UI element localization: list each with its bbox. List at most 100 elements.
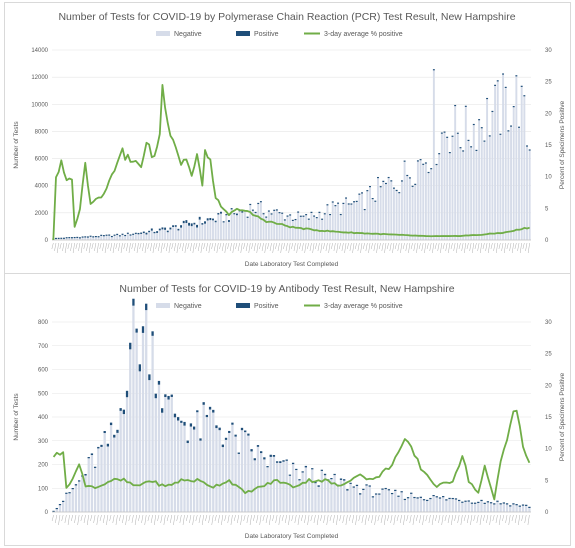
y-tick-label: 10000: [31, 102, 48, 108]
bar-positive: [218, 427, 221, 431]
bar-negative: [442, 497, 445, 512]
x-date-tick: [397, 242, 400, 252]
bar-negative: [121, 234, 124, 240]
bar-negative: [307, 219, 310, 240]
x-date-tick: [512, 242, 514, 254]
bar-negative: [182, 223, 185, 240]
bar-negative: [142, 233, 145, 240]
bar-negative: [215, 428, 218, 512]
bar-positive: [369, 186, 371, 188]
bar-positive: [270, 213, 273, 215]
bar-negative: [395, 191, 398, 240]
x-date-tick: [435, 514, 437, 522]
bar-positive: [237, 452, 240, 454]
x-date-tick: [429, 242, 432, 252]
x-date-tick: [170, 514, 172, 524]
bar-negative: [55, 239, 57, 240]
bar-negative: [249, 205, 252, 240]
bar-negative: [233, 214, 236, 240]
bar-positive: [488, 135, 491, 137]
bar-positive: [110, 235, 113, 238]
bar-negative: [224, 439, 228, 512]
bar-negative: [314, 483, 317, 512]
bar-positive: [196, 224, 198, 228]
bar-negative: [257, 204, 260, 240]
bar-positive: [494, 84, 497, 86]
x-date-tick: [176, 242, 179, 254]
bar-positive: [228, 430, 231, 433]
bar-positive: [493, 503, 496, 505]
bar-positive: [339, 478, 343, 480]
bar-negative: [318, 212, 321, 240]
bar-negative: [125, 397, 129, 512]
bar-positive: [137, 232, 140, 235]
x-date-tick: [211, 242, 214, 250]
bar-negative: [150, 230, 153, 240]
bar-negative: [349, 483, 352, 512]
bar-negative: [435, 165, 438, 240]
y-tick-label: 800: [38, 320, 49, 326]
bar-positive: [68, 492, 71, 494]
x-date-tick: [80, 242, 83, 254]
x-date-tick: [501, 242, 504, 252]
x-date-tick: [61, 514, 64, 522]
x-date-tick: [304, 242, 307, 254]
bar-positive: [320, 469, 323, 471]
x-date-tick: [496, 242, 498, 254]
bar-positive: [299, 215, 302, 217]
bar-negative: [310, 212, 313, 240]
legend-label-negative: Negative: [174, 303, 202, 310]
bar-positive: [523, 95, 526, 97]
bar-negative: [350, 204, 353, 240]
bar-negative: [390, 494, 394, 512]
bar-positive: [113, 434, 116, 438]
bar-positive: [273, 209, 276, 211]
bar-positive: [518, 505, 521, 507]
bar-positive: [215, 425, 218, 429]
x-date-tick: [345, 514, 348, 526]
bar-negative: [333, 475, 336, 512]
x-date-tick: [396, 514, 399, 522]
bar-negative: [379, 187, 382, 240]
x-date-tick: [256, 242, 259, 254]
bar-negative: [525, 505, 528, 512]
x-date-tick: [431, 514, 434, 526]
bar-negative: [103, 433, 106, 512]
bar-positive: [173, 413, 177, 418]
x-date-tick: [128, 514, 131, 522]
x-date-tick: [349, 242, 352, 252]
bar-negative: [204, 223, 206, 240]
bar-negative: [158, 230, 161, 240]
bar-negative: [403, 161, 406, 240]
x-date-tick: [464, 242, 467, 254]
bar-positive: [153, 231, 156, 234]
x-date-tick: [110, 242, 113, 252]
x-date-tick: [419, 514, 422, 524]
series-line-percent-positive: [52, 84, 530, 241]
y2-tick-label: 25: [545, 80, 552, 86]
bar-negative: [172, 227, 175, 240]
bar-negative: [238, 211, 241, 240]
legend-label-positive: Positive: [254, 31, 279, 38]
bar-positive: [521, 504, 525, 506]
bar-positive: [323, 213, 326, 215]
bar-negative: [320, 470, 323, 512]
bar-positive: [400, 491, 403, 493]
x-date-tick: [328, 242, 331, 254]
x-date-tick: [272, 514, 275, 522]
bar-positive: [515, 504, 518, 506]
bar-negative: [512, 107, 515, 240]
bar-negative: [512, 504, 515, 512]
bar-negative: [416, 498, 419, 512]
bar-positive: [158, 228, 161, 231]
bar-positive: [78, 237, 81, 239]
legend-swatch-negative: [156, 31, 170, 36]
x-date-tick: [288, 242, 291, 254]
bar-negative: [55, 509, 58, 512]
bar-positive: [253, 458, 256, 461]
x-date-tick: [488, 242, 490, 254]
bar-positive: [310, 211, 313, 213]
x-date-tick: [342, 514, 345, 524]
x-date-tick: [325, 242, 328, 252]
bar-positive: [416, 497, 419, 499]
